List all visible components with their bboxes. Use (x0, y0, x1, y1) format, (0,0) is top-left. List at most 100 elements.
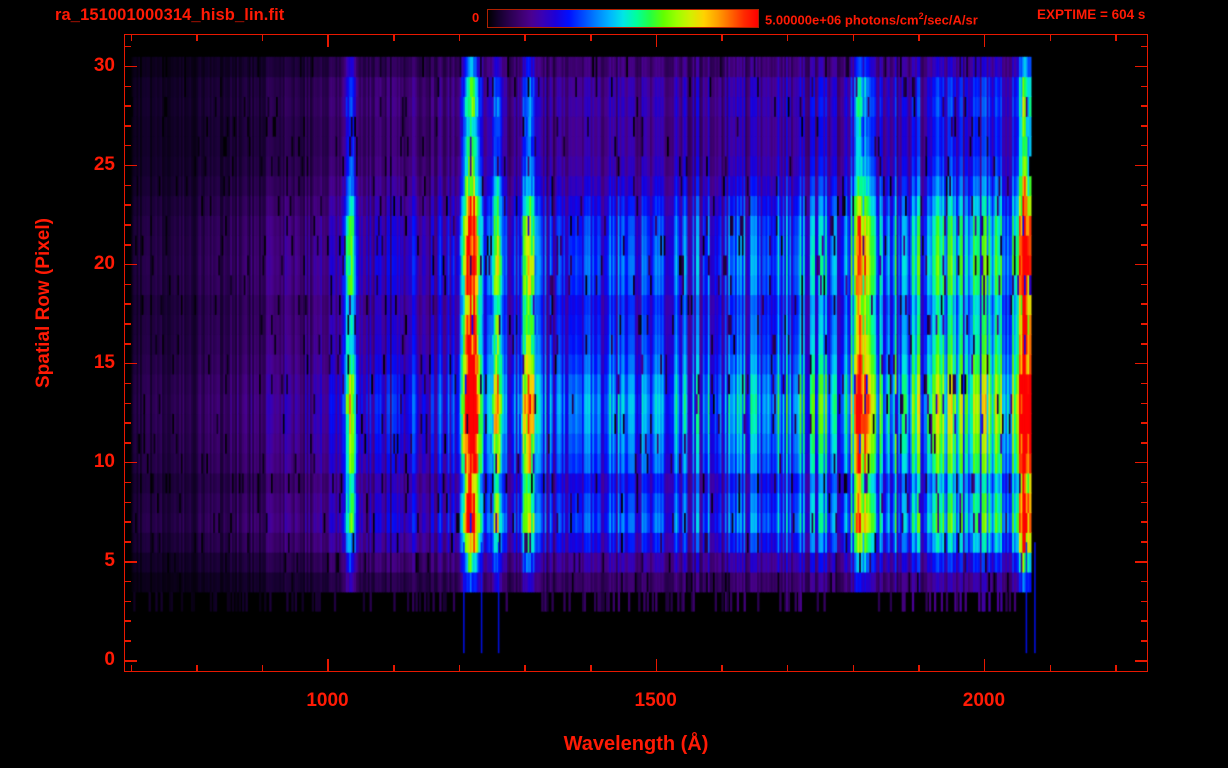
axis-tick (327, 34, 329, 47)
axis-tick (124, 461, 137, 464)
axis-tick (130, 665, 133, 672)
axis-tick (1135, 65, 1148, 68)
axis-tick (721, 34, 723, 41)
axis-tick (458, 665, 461, 672)
axis-tick (1141, 125, 1148, 127)
axis-tick (124, 184, 131, 187)
axis-tick (124, 442, 131, 444)
axis-tick (1135, 263, 1148, 266)
axis-tick (1141, 422, 1148, 424)
axis-tick (1141, 442, 1148, 444)
axis-tick (1141, 45, 1148, 48)
colorbar-max-value: 5.00000e+06 (765, 12, 842, 28)
axis-tick (1141, 323, 1148, 325)
axis-tick (458, 34, 461, 41)
axis-tick (124, 382, 131, 385)
colorbar-units-pre: photons/cm (841, 12, 919, 28)
axis-tick (196, 665, 198, 672)
axis-tick (524, 665, 526, 672)
axis-tick (124, 580, 131, 583)
x-axis-tick-label: 1500 (634, 690, 677, 711)
axis-tick (852, 34, 855, 41)
axis-tick (1135, 561, 1148, 563)
axis-tick (983, 659, 986, 672)
y-axis-tick-label: 0 (104, 649, 115, 671)
axis-tick (196, 34, 198, 41)
axis-tick (590, 34, 592, 41)
axis-tick (524, 34, 526, 41)
y-axis-title: Spatial Row (Pixel) (33, 218, 54, 388)
axis-tick (1141, 204, 1148, 206)
axis-tick (124, 244, 131, 246)
axis-tick (124, 600, 131, 603)
axis-tick (124, 45, 131, 48)
axis-tick (1141, 402, 1148, 405)
axis-tick (124, 620, 131, 622)
axis-tick (786, 34, 789, 41)
axis-tick (393, 665, 395, 672)
axis-tick (918, 665, 920, 672)
axis-tick (327, 659, 329, 672)
axis-tick (1141, 640, 1148, 642)
y-axis-tick-label: 5 (104, 550, 115, 572)
axis-tick (124, 224, 131, 226)
axis-tick (124, 402, 131, 405)
axis-tick (124, 144, 131, 147)
axis-tick (721, 665, 723, 672)
axis-tick (124, 204, 131, 206)
x-axis-tick-label: 1000 (306, 690, 349, 711)
axis-tick (1141, 303, 1148, 305)
axis-tick (655, 34, 658, 47)
axis-tick (124, 85, 131, 87)
axis-tick (124, 561, 137, 563)
axis-tick (124, 164, 137, 167)
colorbar-min-label: 0 (472, 10, 480, 25)
axis-tick (1115, 665, 1117, 672)
axis-tick (393, 34, 395, 41)
axis-tick (983, 34, 986, 47)
x-axis-tick-label: 2000 (962, 690, 1006, 711)
axis-tick (1135, 164, 1148, 167)
axis-tick (590, 665, 592, 672)
axis-tick (1141, 244, 1148, 246)
y-axis-tick-label: 15 (93, 351, 115, 373)
axis-tick (124, 283, 131, 286)
axis-tick (786, 665, 789, 672)
axis-tick (1141, 501, 1148, 504)
x-axis-tick-labels: 1000 1500 2000 (124, 690, 1148, 716)
axis-tick (1135, 461, 1148, 464)
axis-tick (1141, 620, 1148, 622)
axis-tick (124, 303, 131, 305)
axis-tick (1141, 343, 1148, 345)
exposure-time-label: EXPTIME = 604 s (1037, 7, 1146, 22)
axis-tick (1141, 184, 1148, 187)
axis-tick (1115, 34, 1117, 41)
axis-tick (124, 640, 131, 642)
axis-tick (124, 343, 131, 345)
axis-tick (124, 501, 131, 504)
axis-tick (130, 34, 133, 41)
axis-tick (1141, 224, 1148, 226)
plot-area (124, 34, 1148, 672)
axis-tick (261, 665, 264, 672)
axis-tick (1141, 85, 1148, 87)
axis-tick (124, 323, 131, 325)
axis-tick (1141, 541, 1148, 543)
axis-tick (1141, 283, 1148, 286)
axis-tick (1049, 665, 1052, 672)
colorbar-gradient (487, 9, 759, 28)
axis-tick (124, 660, 137, 662)
axis-tick (124, 481, 131, 484)
axis-tick (1141, 144, 1148, 147)
axis-tick (1141, 382, 1148, 385)
y-axis-tick-label: 25 (93, 153, 115, 175)
y-axis-tick-label: 20 (93, 252, 115, 274)
spectrogram-image (125, 35, 1147, 671)
y-axis-tick-label: 30 (93, 54, 115, 76)
axis-tick (1141, 580, 1148, 583)
axis-tick (1141, 481, 1148, 484)
colorbar-units-exponent: 2 (918, 11, 924, 21)
x-axis-title: Wavelength (Å) (563, 733, 709, 755)
y-axis-tick-labels: 0 5 10 15 20 25 30 (60, 34, 115, 672)
axis-tick (1141, 600, 1148, 603)
